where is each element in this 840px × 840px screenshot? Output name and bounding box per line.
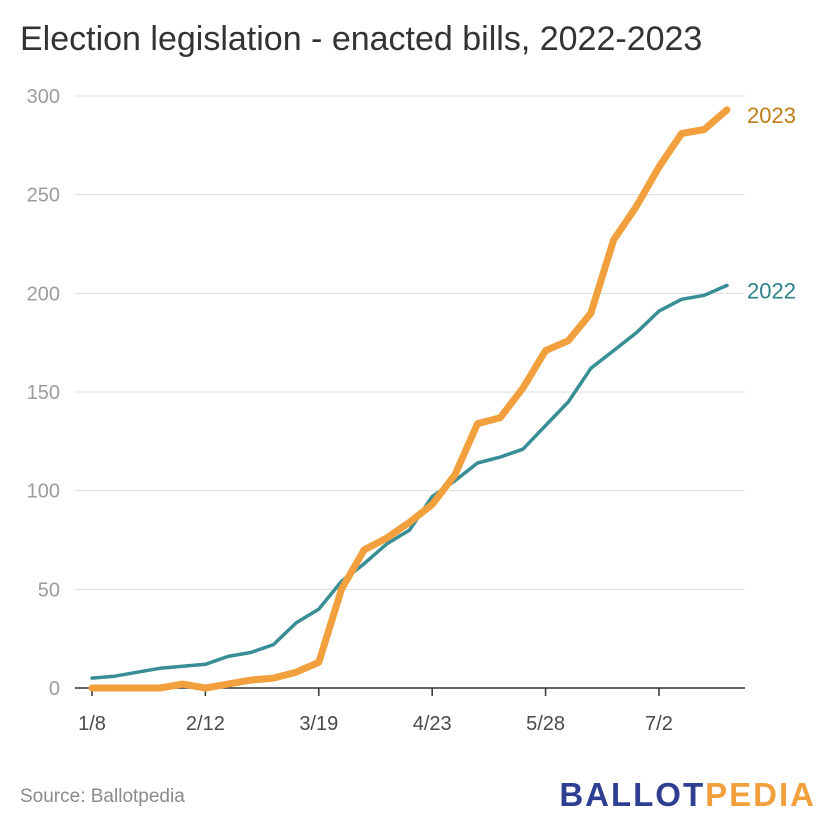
- series-lines: [88, 106, 731, 692]
- logo-ballot-text: BALLOT: [559, 776, 706, 813]
- y-axis-tick-labels: 0 50 100 150 200 250 300: [27, 86, 60, 700]
- logo-pedia-text: PEDIA: [705, 776, 816, 813]
- series-label-2022: 2022: [747, 278, 796, 303]
- x-tick-label: 3/19: [299, 713, 338, 735]
- y-tick-label: 100: [27, 481, 60, 503]
- y-tick-label: 150: [27, 382, 60, 404]
- y-tick-label: 0: [49, 678, 60, 700]
- x-axis-ticks: 1/8 2/12 3/19 4/23 5/28 7/2: [78, 688, 673, 735]
- x-tick-label: 4/23: [413, 713, 452, 735]
- x-tick-label: 7/2: [645, 713, 673, 735]
- y-tick-label: 250: [27, 185, 60, 207]
- ballotpedia-logo: BALLOTPEDIA: [559, 776, 816, 814]
- series-end-labels: 2022 2023: [747, 103, 796, 304]
- series-label-2023: 2023: [747, 103, 796, 128]
- series-line-2022: [90, 283, 729, 680]
- x-tick-label: 1/8: [78, 713, 106, 735]
- x-tick-label: 2/12: [186, 713, 225, 735]
- grid-lines: [75, 95, 745, 590]
- chart-source: Source: Ballotpedia: [20, 786, 185, 807]
- x-tick-label: 5/28: [526, 713, 565, 735]
- series-line-2023: [88, 106, 731, 692]
- y-tick-label: 50: [38, 579, 60, 601]
- y-tick-label: 300: [27, 86, 60, 108]
- chart-title: Election legislation - enacted bills, 20…: [20, 20, 703, 58]
- y-tick-label: 200: [27, 283, 60, 305]
